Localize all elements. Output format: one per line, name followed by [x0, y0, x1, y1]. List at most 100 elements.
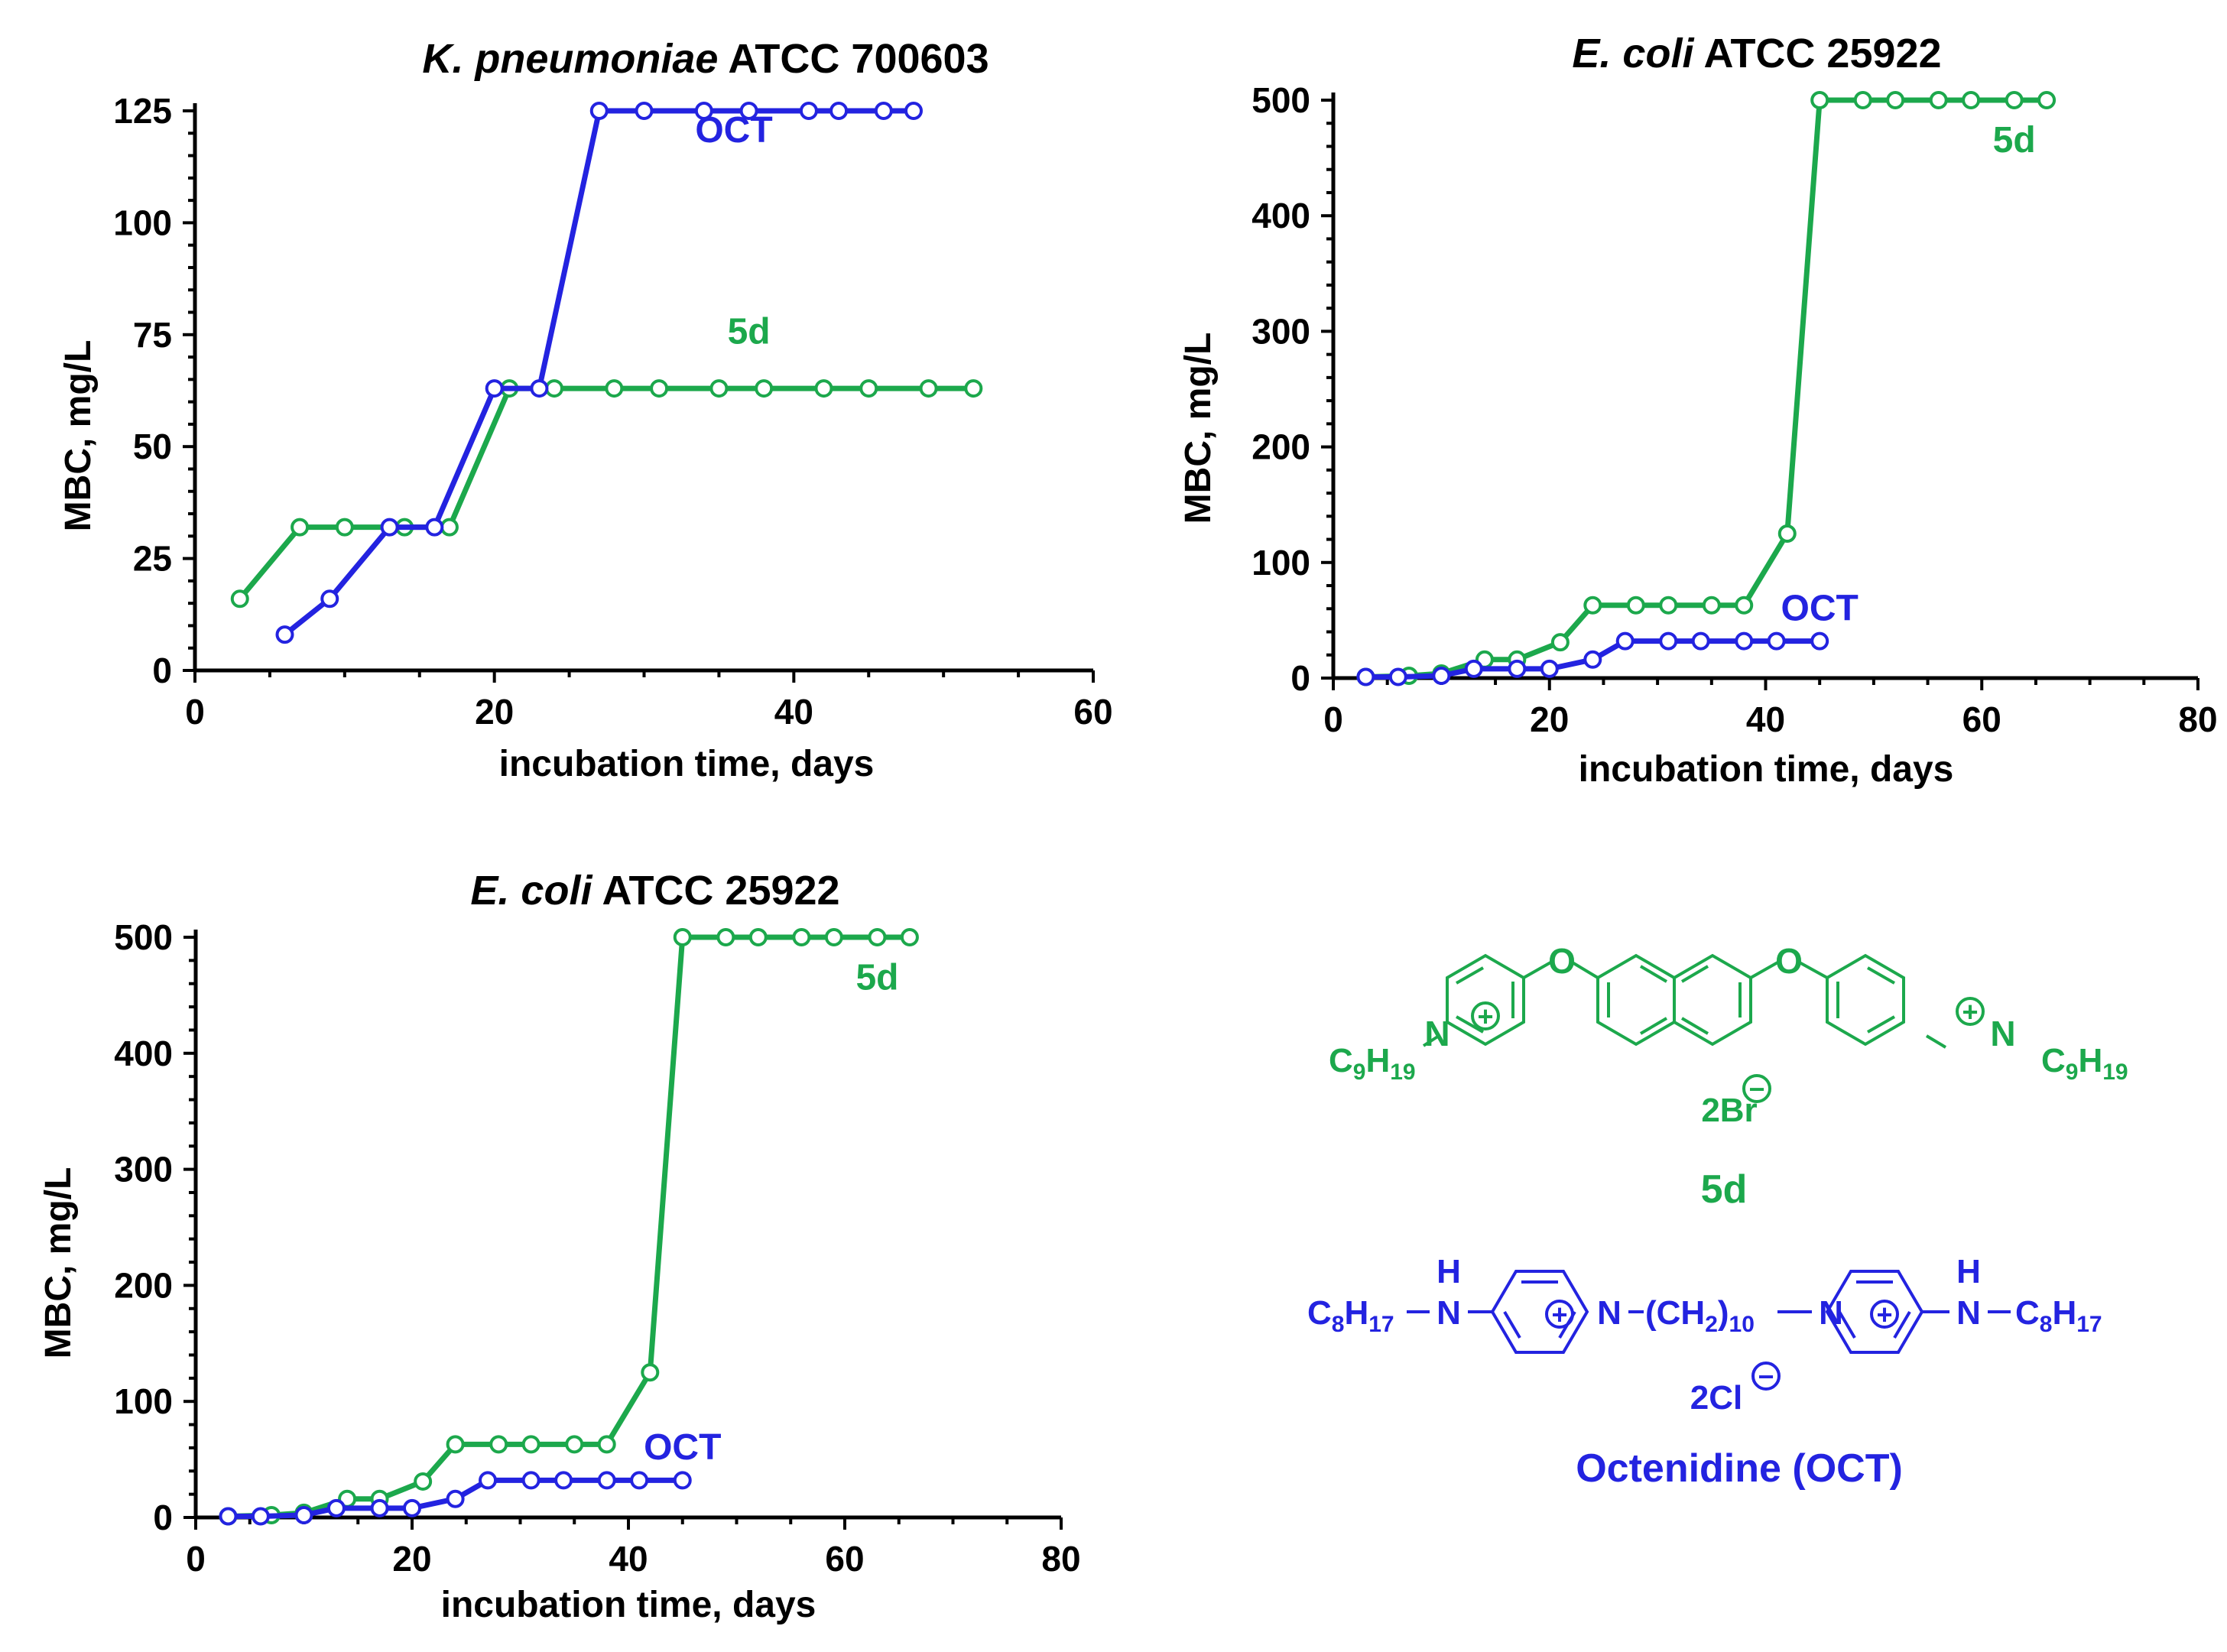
x-tick-label: 20: [1530, 699, 1569, 739]
data-point-5d: [709, 379, 729, 398]
data-point-oct: [485, 379, 504, 398]
series-label-5d: 5d: [855, 957, 898, 998]
ring-inner-bond: [1639, 965, 1668, 983]
y-tick-label: 200: [114, 1265, 173, 1305]
data-point-oct: [521, 1471, 541, 1490]
data-point-5d: [859, 379, 878, 398]
x-tick-label: 40: [1746, 699, 1785, 739]
data-point-5d: [919, 379, 938, 398]
data-point-5d: [755, 379, 774, 398]
data-point-oct: [1464, 659, 1483, 678]
counterion-5d: 2Br: [1701, 1092, 1757, 1129]
n-atom-ring-right: N: [1819, 1294, 1843, 1332]
nh-h-left: H: [1437, 1253, 1461, 1290]
plus-circle-icon: [1870, 1300, 1899, 1329]
alkyl-left: C9H19: [1329, 1042, 1416, 1085]
bond-naph-o: [1750, 960, 1780, 979]
x-tick-label: 60: [1962, 699, 2001, 739]
data-point-5d: [650, 379, 669, 398]
ring-inner-bond: [1503, 1310, 1521, 1339]
series-label-oct: OCT: [644, 1427, 721, 1468]
series-line-oct: [283, 108, 914, 637]
data-point-5d: [521, 1435, 541, 1454]
data-point-oct: [1540, 659, 1559, 678]
y-tick-label: 400: [1251, 196, 1310, 235]
data-point-5d: [1929, 91, 1948, 109]
data-point-oct: [589, 102, 609, 120]
series-label-oct: OCT: [695, 110, 772, 151]
plus-sign: +: [1962, 996, 1978, 1027]
data-point-oct: [597, 1471, 616, 1490]
data-point-oct: [1810, 631, 1829, 651]
data-point-oct: [425, 518, 444, 537]
data-point-5d: [900, 928, 919, 946]
data-point-oct: [829, 102, 849, 120]
y-tick-label: 0: [153, 1498, 173, 1537]
data-point-5d: [605, 379, 624, 398]
y-axis-label: MBC, mg/L: [58, 340, 99, 532]
ring-inner-bond: [1867, 1015, 1895, 1034]
data-point-oct: [380, 518, 399, 537]
data-point-5d: [230, 589, 249, 609]
data-point-oct: [694, 102, 713, 120]
bond-o-naph: [1570, 960, 1599, 979]
data-point-5d: [1853, 91, 1872, 109]
bond-o-ring: [1797, 960, 1828, 979]
data-point-oct: [1432, 666, 1451, 685]
data-point-oct: [446, 1489, 465, 1508]
y-tick-label: 100: [114, 1381, 173, 1421]
chart-title: K. pneumoniae ATCC 700603: [422, 36, 989, 82]
data-point-5d: [868, 928, 887, 946]
minus-circle-icon: [1751, 1362, 1781, 1391]
x-tick-label: 60: [825, 1539, 864, 1579]
plus-circle-icon: [1545, 1300, 1574, 1329]
ring-inner-bond: [1639, 1017, 1668, 1035]
x-tick-label: 0: [185, 692, 205, 732]
bond-n-alkyl-right: [1925, 1034, 1947, 1049]
ring-inner-bond: [1838, 1310, 1856, 1339]
data-point-oct: [874, 102, 893, 120]
data-point-5d: [545, 379, 563, 398]
title-rest: ATCC 25922: [1693, 31, 1941, 76]
data-point-oct: [1583, 650, 1602, 669]
y-tick-label: 400: [114, 1034, 173, 1073]
alkyl-right: C8H17: [2015, 1294, 2102, 1337]
data-point-5d: [489, 1435, 508, 1454]
structure-octenidine: [1407, 1270, 2011, 1391]
series-line-5d: [238, 385, 974, 601]
y-axis-label: MBC, mg/L: [38, 1167, 79, 1359]
title-rest: ATCC 25922: [592, 868, 839, 914]
bond-n-alkyl-left: [1422, 1034, 1440, 1047]
x-tick-label: 20: [392, 1539, 431, 1579]
structure-5d: [1422, 953, 1985, 1103]
compound-name-5d: 5d: [1701, 1167, 1748, 1212]
series-label-5d: 5d: [1993, 120, 2036, 161]
n-atom-ring-left: N: [1597, 1294, 1622, 1332]
plus-sign: +: [1876, 1299, 1892, 1330]
data-point-5d: [748, 928, 768, 946]
y-tick-label: 75: [133, 315, 172, 355]
data-point-oct: [275, 625, 294, 644]
data-point-oct: [739, 102, 758, 120]
data-point-5d: [716, 928, 735, 946]
pyridinium-ring-left: [1446, 953, 1525, 1047]
o-atom-right: O: [1775, 941, 1803, 981]
data-point-oct: [1767, 631, 1786, 651]
ring-inner-bond: [1456, 966, 1484, 985]
data-point-5d: [1583, 596, 1602, 615]
n-atom-right: N: [1990, 1014, 2015, 1053]
data-point-5d: [2037, 91, 2057, 109]
chart-kpneumoniae: K. pneumoniae ATCC 700603 MBC, mg/L incu…: [58, 36, 1113, 784]
x-tick-label: 40: [774, 692, 813, 732]
compound-name-oct: Octenidine (OCT): [1576, 1446, 1903, 1491]
data-point-oct: [326, 1498, 346, 1517]
data-point-5d: [1702, 596, 1721, 615]
title-rest: ATCC 700603: [718, 36, 989, 82]
x-tick-label: 80: [2178, 699, 2217, 739]
y-tick-label: 500: [1251, 80, 1310, 120]
plus-sign: +: [1477, 1001, 1493, 1032]
x-tick-label: 40: [609, 1539, 648, 1579]
n-atom-nh-right: N: [1956, 1294, 1981, 1332]
data-point-oct: [479, 1471, 498, 1490]
linker: (CH2)10: [1645, 1294, 1755, 1337]
